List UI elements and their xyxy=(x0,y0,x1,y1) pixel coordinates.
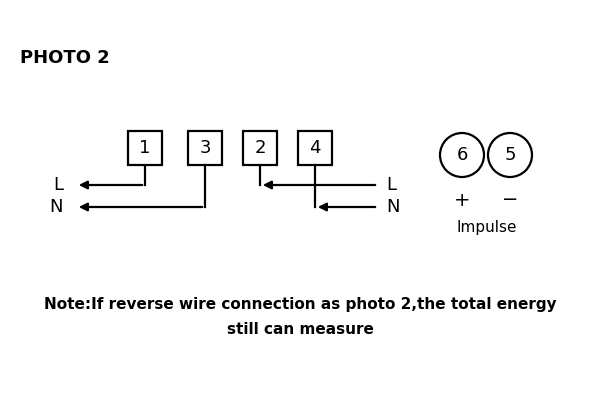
Text: N: N xyxy=(386,198,400,216)
Bar xyxy=(188,131,222,165)
Circle shape xyxy=(488,133,532,177)
Text: PHOTO 2: PHOTO 2 xyxy=(20,49,110,67)
Bar xyxy=(298,131,332,165)
Text: 1: 1 xyxy=(139,139,151,157)
Text: 4: 4 xyxy=(309,139,321,157)
Text: 2: 2 xyxy=(254,139,266,157)
Text: −: − xyxy=(502,190,518,210)
Text: Note:If reverse wire connection as photo 2,the total energy: Note:If reverse wire connection as photo… xyxy=(44,298,556,312)
Text: 6: 6 xyxy=(457,146,467,164)
Text: 5: 5 xyxy=(504,146,516,164)
Text: still can measure: still can measure xyxy=(227,322,373,338)
Bar xyxy=(243,131,277,165)
Bar xyxy=(128,131,162,165)
Text: L: L xyxy=(53,176,63,194)
Circle shape xyxy=(440,133,484,177)
Text: 3: 3 xyxy=(199,139,211,157)
Text: Impulse: Impulse xyxy=(457,220,517,235)
Text: L: L xyxy=(386,176,396,194)
Text: +: + xyxy=(454,190,470,210)
Text: N: N xyxy=(49,198,63,216)
